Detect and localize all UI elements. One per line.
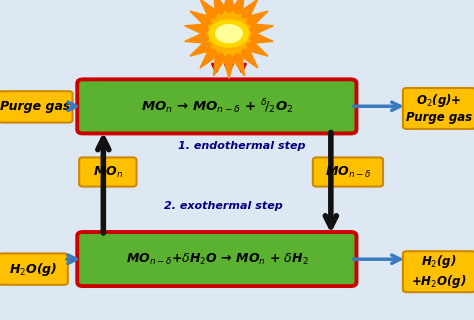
Polygon shape <box>184 0 273 79</box>
Polygon shape <box>206 11 252 57</box>
Text: H$_2$O(g): H$_2$O(g) <box>9 260 57 278</box>
FancyBboxPatch shape <box>79 157 137 187</box>
FancyBboxPatch shape <box>77 79 356 133</box>
FancyBboxPatch shape <box>0 91 73 123</box>
Text: 2. exothermal step: 2. exothermal step <box>164 201 283 212</box>
Text: MO$_{n-\delta}$+$\delta$H$_2$O → MO$_n$ + $\delta$H$_2$: MO$_{n-\delta}$+$\delta$H$_2$O → MO$_n$ … <box>126 252 308 267</box>
Circle shape <box>216 25 242 43</box>
Text: H$_2$(g)
+H$_2$O(g): H$_2$(g) +H$_2$O(g) <box>411 253 467 290</box>
FancyBboxPatch shape <box>0 253 68 285</box>
Text: O$_2$(g)+
Purge gas: O$_2$(g)+ Purge gas <box>406 92 472 124</box>
Text: MO$_n$ → MO$_{n-\delta}$ + $^{\delta}\!/_{2}$O$_2$: MO$_n$ → MO$_{n-\delta}$ + $^{\delta}\!/… <box>141 97 293 116</box>
Text: Purge gas: Purge gas <box>0 100 71 113</box>
Circle shape <box>209 20 249 47</box>
FancyBboxPatch shape <box>77 232 356 286</box>
FancyBboxPatch shape <box>403 251 474 292</box>
Text: MO$_{n-δ}$: MO$_{n-δ}$ <box>325 164 371 180</box>
FancyBboxPatch shape <box>403 88 474 129</box>
Text: 1. endothermal step: 1. endothermal step <box>178 140 305 151</box>
FancyBboxPatch shape <box>313 157 383 187</box>
Text: MO$_n$: MO$_n$ <box>93 164 123 180</box>
